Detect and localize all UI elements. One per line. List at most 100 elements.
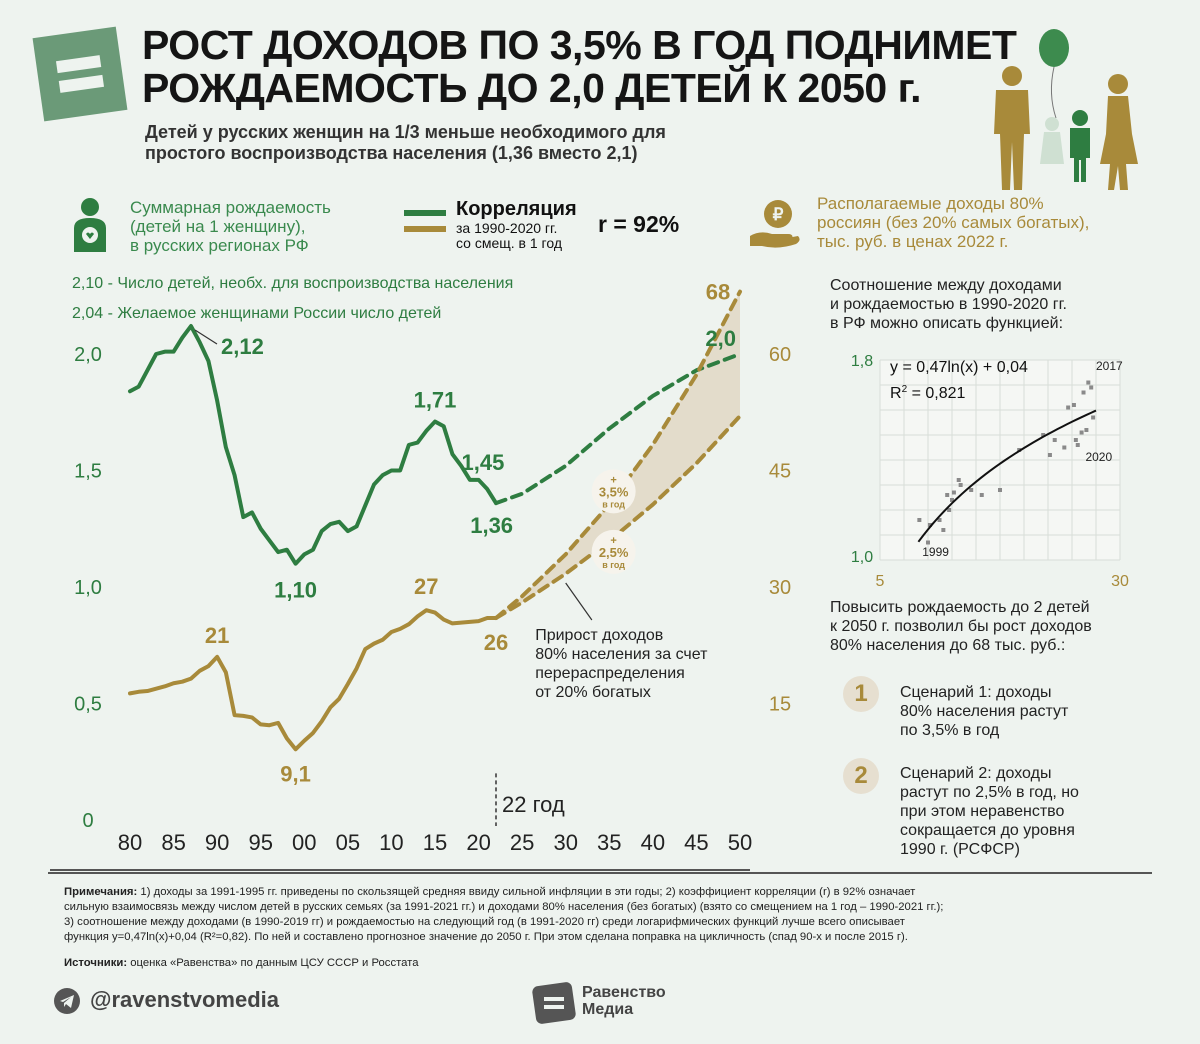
scatter-x-tick: 5 bbox=[876, 573, 885, 590]
scenario-2-badge-pct: 2,5% bbox=[599, 545, 629, 560]
boy-figure bbox=[1070, 110, 1090, 182]
main-chart: 2,10 - Число детей, необх. для воспроизв… bbox=[50, 275, 791, 871]
scenario-2-badge-plus: + bbox=[610, 535, 616, 547]
coins-hand-icon: ₽ bbox=[750, 200, 800, 248]
scatter-point bbox=[1041, 433, 1046, 437]
right-axis-tick: 60 bbox=[769, 344, 791, 366]
scatter-point bbox=[956, 478, 961, 482]
ravenstvo-media-logo-icon bbox=[532, 982, 576, 1024]
footer-divider bbox=[48, 872, 1152, 874]
legend-gold-swatch bbox=[404, 226, 446, 232]
scenario-1-line-2: 80% населения растут bbox=[900, 703, 1069, 720]
page-subtitle: Детей у русских женщин на 1/3 меньше нео… bbox=[145, 122, 845, 164]
fert-min-label: 1,10 bbox=[274, 578, 317, 603]
gap-note-line: перераспределения bbox=[535, 665, 685, 682]
telegram-handle-link[interactable]: @ravenstvomedia bbox=[90, 987, 279, 1012]
legend-fertility-line-3: в русских регионах РФ bbox=[130, 236, 309, 255]
gap-note-line: Прирост доходов bbox=[535, 627, 663, 644]
scatter-point bbox=[917, 518, 922, 522]
legend-green-swatch bbox=[404, 210, 446, 216]
x-axis-tick: 05 bbox=[336, 830, 360, 855]
scatter-point bbox=[950, 498, 954, 502]
correlation-subtitle: за 1990-2020 гг. со смещ. в 1 год bbox=[456, 221, 606, 251]
notes-line-1: Примечания: 1) доходы за 1991-1995 гг. п… bbox=[64, 885, 1149, 900]
right-axis-tick: 45 bbox=[769, 460, 791, 482]
scatter-point bbox=[1066, 405, 1071, 410]
scenario-1-badge-pct: 3,5% bbox=[599, 484, 629, 499]
scenario-2-text: Сценарий 2: доходы растут по 2,5% в год,… bbox=[900, 764, 1160, 859]
x-axis-tick: 85 bbox=[161, 830, 185, 855]
scenario-2-number: 2 bbox=[843, 758, 879, 794]
x-axis-tick: 20 bbox=[466, 830, 490, 855]
correlation-value: r = 92% bbox=[598, 211, 680, 237]
scenario-1-line-3: по 3,5% в год bbox=[900, 722, 1000, 739]
legend-fertility-line-1: Суммарная рождаемость bbox=[130, 198, 331, 217]
balloon-string bbox=[1050, 66, 1057, 119]
scenario-2-line-2: растут по 2,5% в год, но bbox=[900, 784, 1079, 801]
series-line-1 bbox=[494, 352, 742, 506]
telegram-icon[interactable] bbox=[54, 988, 80, 1014]
scatter-point bbox=[1075, 443, 1080, 447]
legend-fertility-line-2: (детей на 1 женщину), bbox=[130, 217, 306, 236]
series-line-0 bbox=[128, 324, 498, 566]
scatter-point bbox=[1084, 428, 1089, 432]
scatter-point bbox=[941, 528, 946, 532]
svg-text:₽: ₽ bbox=[773, 205, 784, 224]
x-axis-tick: 00 bbox=[292, 830, 316, 855]
notes-text-3: 3) соотношение между доходами (в 1990-20… bbox=[64, 916, 905, 928]
scenario-gap-area bbox=[496, 291, 740, 618]
forecast-span-label: 22 год bbox=[502, 792, 565, 817]
x-axis-tick: 90 bbox=[205, 830, 229, 855]
x-axis-tick: 95 bbox=[248, 830, 272, 855]
scatter-y-tick: 1,8 bbox=[851, 353, 873, 370]
title-line-2: РОЖДАЕМОСТЬ ДО 2,0 ДЕТЕЙ К 2050 г. bbox=[142, 65, 921, 111]
right-axis-tick: 15 bbox=[769, 693, 791, 715]
reference-line-desired: 2,04 - Желаемое женщинами России число д… bbox=[72, 305, 441, 322]
scatter-chart: 1,8 1,05 30 y = 0,47ln(x) + 0,04 R2 = 0,821 1… bbox=[851, 353, 1129, 590]
brand-name: Равенство Медиа bbox=[582, 984, 666, 1018]
series-line-2 bbox=[128, 608, 498, 752]
left-axis-tick: 1,5 bbox=[74, 461, 102, 483]
scatter-point bbox=[1052, 438, 1057, 442]
legend-line-swatches bbox=[404, 210, 446, 232]
scatter-label-first: 1999 bbox=[922, 545, 949, 559]
x-axis-tick: 35 bbox=[597, 830, 621, 855]
inc-1990-label: 21 bbox=[205, 623, 229, 648]
scenario-1-badge-plus: + bbox=[610, 474, 616, 486]
balloon-icon bbox=[1039, 29, 1069, 67]
fert-2050-label: 2,0 bbox=[705, 326, 736, 351]
scenario-1-number: 1 bbox=[843, 676, 879, 712]
page-title: РОСТ ДОХОДОВ ПО 3,5% В ГОД ПОДНИМЕТ РОЖД… bbox=[142, 22, 1017, 111]
scatter-point bbox=[937, 518, 942, 522]
notes-text-1: 1) доходы за 1991-1995 гг. приведены по … bbox=[137, 886, 916, 898]
fert-peak-label: 2,12 bbox=[221, 334, 264, 359]
relation-line-1: Соотношение между доходами bbox=[830, 277, 1062, 294]
sources-text: оценка «Равенства» по данным ЦСУ СССР и … bbox=[127, 957, 419, 969]
scatter-point bbox=[926, 540, 930, 545]
scatter-r2: R2 = 0,821 bbox=[890, 384, 966, 402]
correlation-sub-line-2: со смещ. в 1 год bbox=[456, 235, 562, 251]
legend-income-line-1: Располагаемые доходы 80% bbox=[817, 194, 1044, 213]
scenario-2-line-5: 1990 г. (РСФСР) bbox=[900, 841, 1020, 858]
raise-line-1: Повысить рождаемость до 2 детей bbox=[830, 599, 1090, 616]
brand-line-1: Равенство bbox=[582, 984, 666, 1001]
relation-text: Соотношение между доходами и рождаемость… bbox=[830, 276, 1170, 333]
scatter-point bbox=[998, 488, 1002, 492]
scatter-point bbox=[958, 483, 963, 487]
scatter-point bbox=[1089, 385, 1094, 390]
scatter-point bbox=[1086, 380, 1091, 385]
x-axis-tick: 30 bbox=[553, 830, 577, 855]
x-axis-tick: 80 bbox=[118, 830, 142, 855]
gap-note-leader bbox=[565, 582, 593, 621]
r2-superscript: 2 bbox=[902, 384, 908, 395]
girl-figure bbox=[1040, 117, 1064, 164]
fert-2022-label: 1,36 bbox=[470, 513, 513, 538]
left-axis-tick: 0 bbox=[82, 810, 93, 832]
correlation-sub-line-1: за 1990-2020 гг. bbox=[456, 220, 558, 236]
x-axis-tick: 25 bbox=[510, 830, 534, 855]
scatter-point bbox=[945, 493, 950, 497]
notes-text-2: сильную взаимосвязь между числом детей в… bbox=[64, 901, 944, 913]
title-line-1: РОСТ ДОХОДОВ ПО 3,5% В ГОД ПОДНИМЕТ bbox=[142, 22, 1017, 68]
scatter-x-tick: 30 bbox=[1111, 573, 1129, 590]
